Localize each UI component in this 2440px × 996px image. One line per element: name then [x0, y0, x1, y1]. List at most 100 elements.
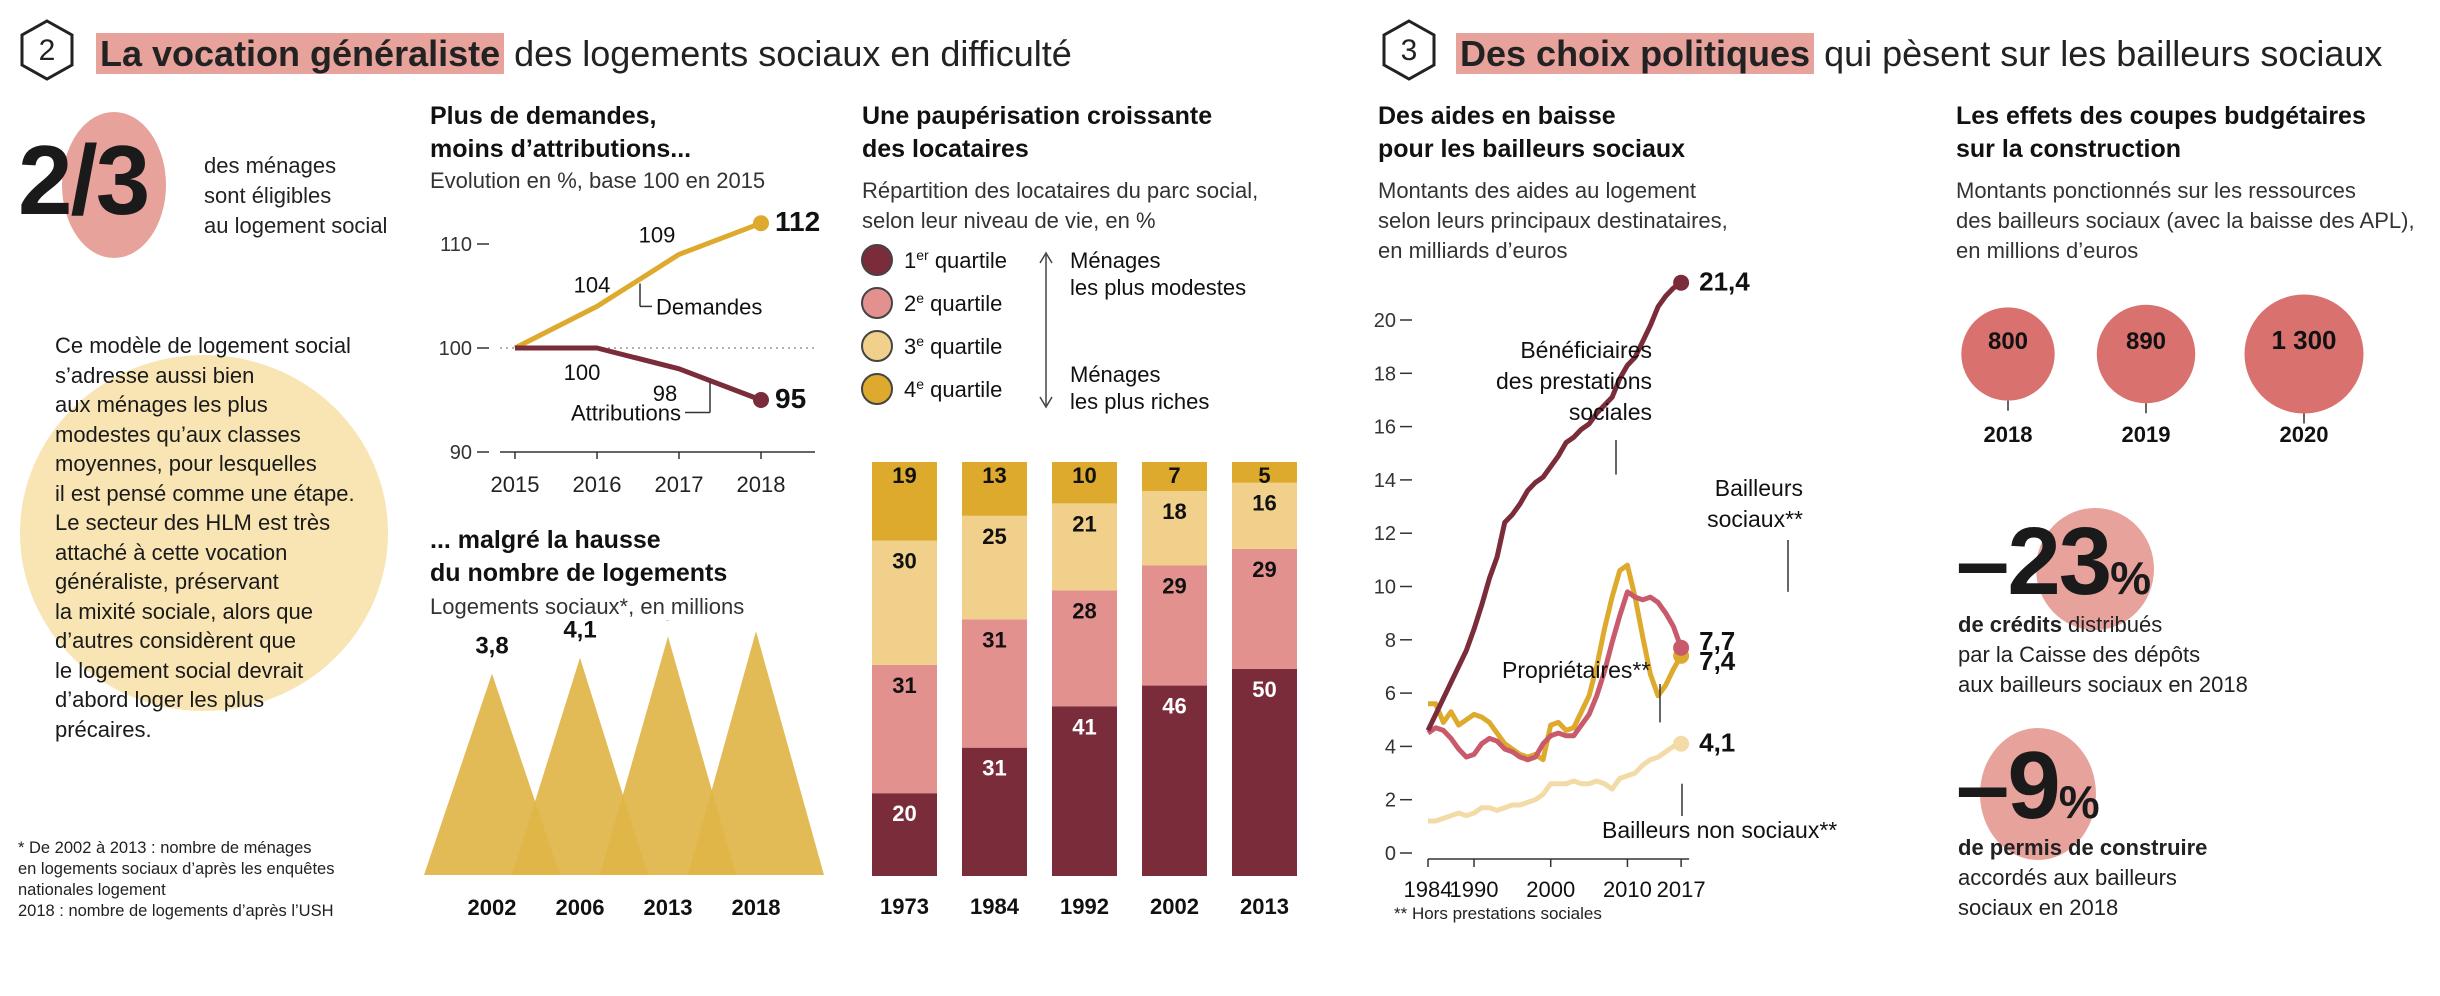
y-tick-label: 0	[1385, 843, 1396, 865]
y-tick-label: 18	[1374, 363, 1396, 385]
stack-value-label: 21	[1072, 511, 1096, 536]
legend-swatch-2	[861, 287, 893, 319]
bubble-value-label: 800	[1988, 328, 2028, 355]
y-tick-label: 6	[1385, 683, 1396, 705]
stack-value-label: 7	[1168, 463, 1180, 488]
series-end-dot	[1673, 735, 1690, 752]
legend-swatch-1	[861, 244, 893, 276]
chart-demandes: 90 100 110 2015 2016 2017 2018 104 109 112 100 98 95…	[439, 206, 821, 497]
stack-segment-q2-1984	[962, 619, 1027, 748]
y-tick-label: 90	[450, 442, 472, 464]
stack-segment-q3-2002	[1142, 490, 1207, 566]
stack-segment-q1-1984	[962, 747, 1027, 876]
series-name-attributions: Attributions	[571, 400, 681, 425]
series-line-3	[1428, 562, 1684, 763]
stack-segment-q3-1984	[962, 515, 1027, 620]
section-2-title-rest: des logements sociaux en difficulté	[514, 33, 1072, 74]
x-tick-label: 2010	[1603, 877, 1652, 902]
stat2-circle	[1980, 728, 2096, 860]
x-tick-label: 1984	[1404, 877, 1453, 902]
body-text: Ce modèle de logement social s’adresse a…	[55, 333, 355, 742]
section-3-number: 3	[1401, 34, 1418, 67]
x-tick-label: 1992	[1060, 894, 1109, 919]
stat1-percent: %	[2110, 552, 2152, 604]
chart-aides-subtitle: Montants des aides au logement selon leu…	[1378, 178, 1728, 263]
stack-segment-q4-1973	[872, 462, 937, 541]
stat1-number: –23	[1956, 508, 2112, 615]
stack-segment-q2-2013	[1232, 548, 1297, 669]
chart-coupes-subtitle: Montants ponctionnés sur les ressources …	[1956, 178, 2415, 263]
stack-value-label: 50	[1252, 677, 1276, 702]
data-label: 98	[653, 381, 677, 406]
series-line-demandes	[513, 220, 762, 351]
stat2-value: –9%	[1956, 736, 2100, 836]
stack-value-label: 31	[892, 673, 916, 698]
stack-segment-q1-2013	[1232, 669, 1297, 876]
x-tick-label: 2017	[655, 472, 704, 497]
stack-segment-q2-1992	[1052, 590, 1117, 707]
x-tick-label: 2018	[737, 472, 786, 497]
x-tick-label: 2015	[491, 472, 540, 497]
legend-bottom-text: Ménages les plus riches	[1070, 362, 1209, 414]
stack-value-label: 31	[982, 627, 1006, 652]
y-tick-label: 12	[1374, 523, 1396, 545]
series-end-dot	[1673, 274, 1690, 291]
stack-value-label: 19	[892, 463, 916, 488]
y-tick-label: 4	[1385, 736, 1396, 758]
chart-aides-title: Des aides en baisse pour les bailleurs s…	[1378, 102, 1686, 163]
chart-quartiles-subtitle: Répartition des locataires du parc socia…	[862, 178, 1259, 233]
bubble-value-label: 890	[2126, 328, 2166, 355]
chart-logements-title: ... malgré la hausse du nombre de logeme…	[430, 526, 728, 587]
y-tick-label: 10	[1374, 577, 1396, 599]
legend-label: 4e quartile	[904, 376, 1002, 402]
series-line-4	[1428, 741, 1682, 824]
legend-label: 2e quartile	[904, 290, 1002, 316]
legend-label: 1er quartile	[904, 247, 1007, 273]
section-2-title: La vocation généraliste des logements so…	[96, 30, 1072, 78]
stat-two-thirds: 2/3	[18, 125, 150, 235]
stack-value-label: 41	[1072, 714, 1096, 739]
y-tick-label: 100	[439, 338, 472, 360]
series-end-dot	[753, 215, 769, 232]
series-line-1	[1425, 280, 1683, 732]
section-3-title-rest: qui pèsent sur les bailleurs sociaux	[1824, 33, 2383, 74]
series-line-attributions	[515, 345, 762, 403]
stack-value-label: 25	[982, 524, 1006, 549]
stack-value-label: 29	[1162, 574, 1186, 599]
stack-value-label: 18	[1162, 499, 1186, 524]
chart-demandes-title: Plus de demandes, moins d’attributions..…	[430, 102, 692, 163]
stack-segment-q4-2002	[1142, 462, 1207, 491]
end-value-label: 4,1	[1699, 728, 1735, 758]
stat1-caption: de crédits distribués	[1958, 610, 2162, 640]
stack-value-label: 31	[982, 756, 1006, 781]
bar-triangle-2002	[424, 673, 560, 875]
x-tick-label: 2019	[2122, 422, 2171, 447]
x-tick-label: 2016	[573, 472, 622, 497]
data-label: 104	[574, 272, 611, 297]
x-tick-label: 2018	[732, 895, 781, 920]
x-tick-label: 2018	[1984, 422, 2033, 447]
data-label: 95	[775, 383, 806, 414]
stack-segment-q3-1973	[872, 540, 937, 665]
stack-value-label: 46	[1162, 694, 1186, 719]
stack-value-label: 16	[1252, 491, 1276, 516]
series-name-bailleurs-non-sociaux: Bailleurs non sociaux**	[1602, 817, 1837, 843]
series-name-beneficiaires: Bénéficiaires des prestations sociales	[1496, 337, 1652, 425]
x-tick-label: 2013	[1240, 894, 1289, 919]
legend-arrow-head	[1039, 251, 1053, 264]
x-tick-label: 2006	[556, 895, 605, 920]
x-tick-label: 2020	[2280, 422, 2329, 447]
series-name-demandes: Demandes	[656, 294, 762, 319]
stack-segment-q1-1973	[872, 793, 937, 876]
y-tick-label: 110	[440, 234, 472, 256]
chart-coupes: 800 2018 890 2019 1 300 2020	[1961, 294, 2364, 447]
stack-segment-q1-2002	[1142, 685, 1207, 876]
stat1-caption-bold: de crédits	[1958, 612, 2062, 637]
section-2-title-highlight: La vocation généraliste	[96, 33, 505, 74]
x-tick-label: 1973	[880, 894, 929, 919]
stack-segment-q3-2013	[1232, 482, 1297, 549]
stat2-caption: de permis de construire	[1958, 835, 2208, 860]
stack-segment-q4-1992	[1052, 462, 1117, 504]
